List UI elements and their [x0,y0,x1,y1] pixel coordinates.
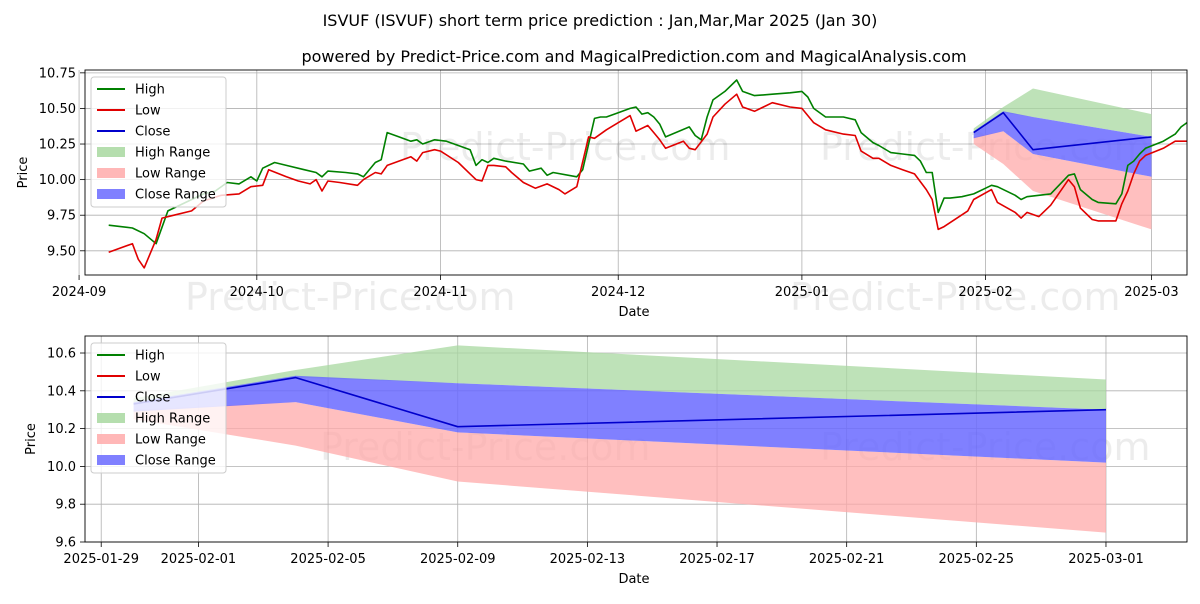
legend-label: Low [135,370,161,385]
y-tick-label: 10.2 [47,422,76,437]
x-tick-label: 2025-03-01 [1068,552,1144,567]
watermark-text: Predict-Price.com [400,125,731,169]
x-tick-label: 2024-12 [591,285,645,300]
legend-label: High [135,349,165,364]
y-tick-label: 10.50 [39,102,76,117]
y-tick-label: 9.8 [55,498,76,513]
x-axis-label: Date [618,305,649,320]
x-tick-label: 2025-01-29 [63,552,139,567]
y-tick-label: 10.0 [47,460,76,475]
x-tick-label: 2025-02-13 [550,552,626,567]
close-range-band [133,375,1107,463]
close-range-band [973,111,1152,177]
y-tick-label: 10.4 [47,384,76,399]
high-line [108,79,1187,245]
x-tick-label: 2025-02-25 [939,552,1015,567]
high-range-band [133,345,1107,410]
x-tick-label: 2025-02-01 [161,552,237,567]
legend-label: Close Range [135,188,216,203]
low-line [108,93,1187,269]
x-tick-label: 2024-09 [52,285,106,300]
plot-frame [84,335,1188,543]
x-tick-label: 2025-02-05 [290,552,366,567]
y-tick-label: 10.6 [47,347,76,362]
y-tick-label: 10.25 [39,138,76,153]
chart-title: ISVUF (ISVUF) short term price predictio… [323,11,878,30]
plot-area [133,345,1107,533]
legend-label: Close [135,391,170,406]
x-axis-label: Date [618,572,649,587]
watermark-text: Predict-Price.com [185,275,516,319]
y-tick-label: 9.50 [47,244,76,259]
legend-swatch [97,413,125,423]
y-tick-label: 9.6 [55,536,76,551]
high-range-band [973,88,1152,137]
legend-label: Low Range [135,167,206,182]
x-tick-label: 2025-02 [958,285,1012,300]
panel-history: 2024-09 2024-10 2024-11 2024-12 2025-01 2025-… [16,66,1188,320]
y-tick-label: 9.75 [47,209,76,224]
panel-forecast: 2025-01-29 2025-02-01 2025-02-05 2025-02-09… [24,335,1188,587]
legend-label: High Range [135,146,210,161]
x-tick-label: 2025-03 [1124,285,1178,300]
chart-subtitle: powered by Predict-Price.com and Magical… [301,47,966,66]
legend-label: Low [135,104,161,119]
legend-swatch [97,434,125,444]
legend-label: High Range [135,412,210,427]
y-axis-label: Price [16,157,31,189]
legend-swatch [97,168,125,178]
close-line [973,111,1152,151]
low-range-band [133,402,1107,533]
legend-swatch [97,189,125,199]
x-tick-label: 2025-01 [775,285,829,300]
watermark-text: Predict-Price.com [790,275,1121,319]
x-tick-label: 2025-02-21 [809,552,885,567]
x-tick-label: 2025-02-17 [679,552,755,567]
x-tick-label: 2024-11 [413,285,467,300]
x-tick-label: 2025-02-09 [420,552,496,567]
plot-area [108,79,1187,269]
legend-label: Low Range [135,433,206,448]
legend-swatch [97,455,125,465]
legend-swatch [97,147,125,157]
y-tick-label: 10.75 [39,66,76,81]
low-range-band [973,131,1152,230]
legend-label: Close [135,125,170,140]
legend-label: High [135,83,165,98]
legend: High Low Close High Range Low Range Close Ran… [90,76,227,208]
x-tick-label: 2024-10 [230,285,284,300]
y-tick-label: 10.00 [39,173,76,188]
plot-frame [84,69,1188,276]
legend: High Low Close High Range Low Range Close Ran… [90,342,227,474]
legend-label: Close Range [135,454,216,469]
y-axis-label: Price [24,423,39,455]
